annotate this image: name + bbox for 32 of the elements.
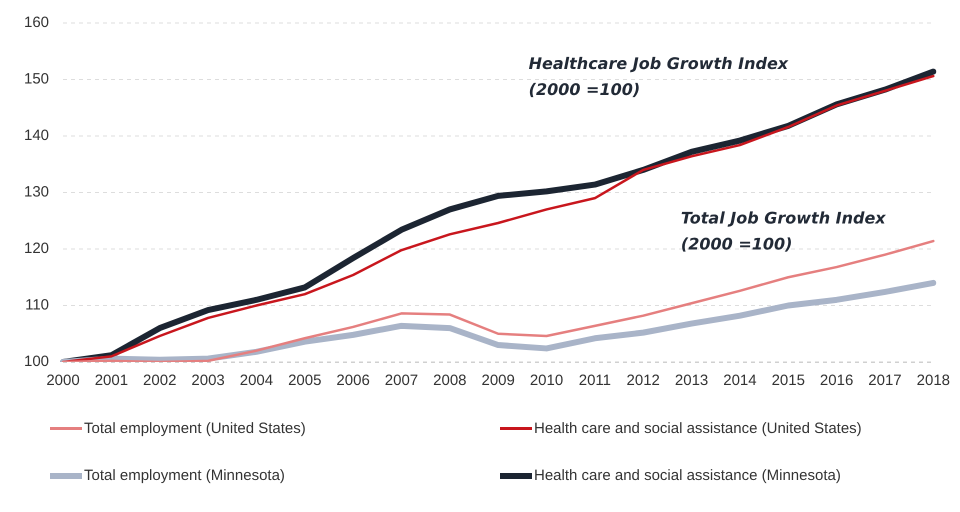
y-tick-label: 120 xyxy=(24,240,50,258)
legend-label: Health care and social assistance (United States) xyxy=(534,420,862,437)
y-tick-label: 140 xyxy=(24,127,50,144)
x-tick-label: 2012 xyxy=(626,372,660,390)
x-tick-label: 2003 xyxy=(191,372,225,390)
x-tick-label: 2015 xyxy=(772,372,805,390)
x-tick-label: 2006 xyxy=(336,372,370,390)
x-tick-label: 2017 xyxy=(868,372,902,390)
x-tick-label: 2000 xyxy=(46,372,80,390)
x-tick-label: 2007 xyxy=(384,372,418,390)
x-tick-label: 2010 xyxy=(530,372,564,390)
annotation: Healthcare Job Growth Index (2000 =100) xyxy=(528,54,789,100)
y-tick-label: 100 xyxy=(24,353,50,370)
legend-label: Total employment (United States) xyxy=(84,420,306,437)
x-tick-label: 2018 xyxy=(916,372,950,390)
x-tick-label: 2013 xyxy=(674,372,708,390)
annotation: Total Job Growth Index (2000 =100) xyxy=(680,208,886,254)
y-tick-label: 160 xyxy=(24,14,50,32)
y-tick-label: 130 xyxy=(24,184,50,201)
x-tick-label: 2009 xyxy=(481,372,515,390)
x-tick-label: 2005 xyxy=(288,372,322,390)
legend-label: Health care and social assistance (Minnesota) xyxy=(534,467,841,484)
y-tick-label: 110 xyxy=(25,296,50,314)
x-tick-label: 2004 xyxy=(240,372,274,390)
x-tick-label: 2011 xyxy=(578,372,612,390)
x-tick-label: 2001 xyxy=(94,372,128,390)
x-tick-label: 2002 xyxy=(143,372,176,390)
x-tick-label: 2016 xyxy=(820,372,854,390)
y-tick-label: 150 xyxy=(24,70,50,88)
x-tick-label: 2008 xyxy=(433,372,467,390)
x-tick-label: 2014 xyxy=(723,372,757,390)
legend-label: Total employment (Minnesota) xyxy=(84,467,285,484)
